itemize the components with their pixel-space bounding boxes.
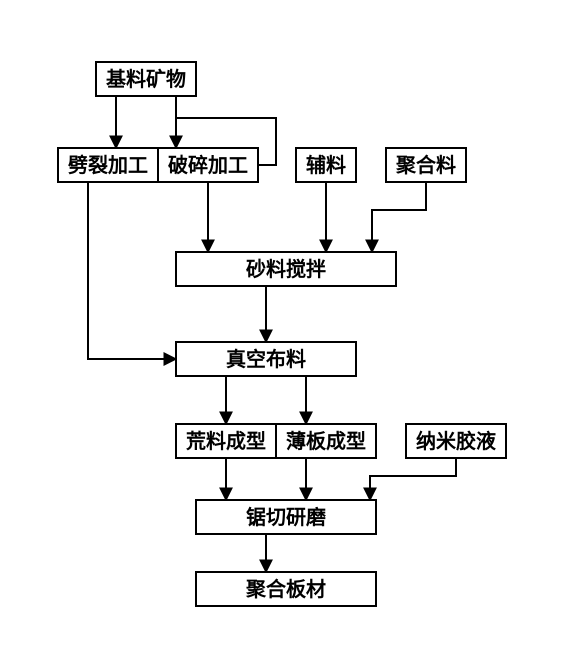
edge-poly-to-mix <box>372 182 426 252</box>
node-label-nano: 纳米胶液 <box>416 429 497 453</box>
node-label-aux: 辅料 <box>306 153 346 177</box>
node-label-board: 聚合板材 <box>245 577 326 601</box>
edge-split-to-vac <box>88 182 176 359</box>
node-label-crush: 破碎加工 <box>168 153 248 177</box>
flowchart-canvas: 基料矿物劈裂加工破碎加工 辅料 聚合料砂料搅拌真空布料荒料成型薄板成型 纳米胶液锯切研… <box>0 0 567 655</box>
node-crush: 破碎加工 <box>158 148 258 182</box>
node-label-poly: 聚合料 <box>395 153 456 177</box>
node-aux: 辅料 <box>296 148 356 182</box>
edge-nano-to-saw <box>370 458 456 500</box>
node-saw: 锯切研磨 <box>196 500 376 534</box>
node-nano: 纳米胶液 <box>406 424 506 458</box>
node-mix: 砂料搅拌 <box>176 252 396 286</box>
node-label-split: 劈裂加工 <box>68 153 148 177</box>
node-label-sheet: 薄板成型 <box>286 429 366 453</box>
node-label-mix: 砂料搅拌 <box>246 257 326 281</box>
node-label-saw: 锯切研磨 <box>246 505 326 529</box>
node-billet: 荒料成型 <box>176 424 276 458</box>
node-poly: 聚合料 <box>386 148 466 182</box>
node-split: 劈裂加工 <box>58 148 158 182</box>
node-board: 聚合板材 <box>196 572 376 606</box>
node-sheet: 薄板成型 <box>276 424 376 458</box>
node-vac: 真空布料 <box>176 342 356 376</box>
node-label-billet: 荒料成型 <box>186 429 266 453</box>
node-label-vac: 真空布料 <box>226 347 306 371</box>
node-base: 基料矿物 <box>96 62 196 96</box>
node-label-base: 基料矿物 <box>106 67 186 91</box>
